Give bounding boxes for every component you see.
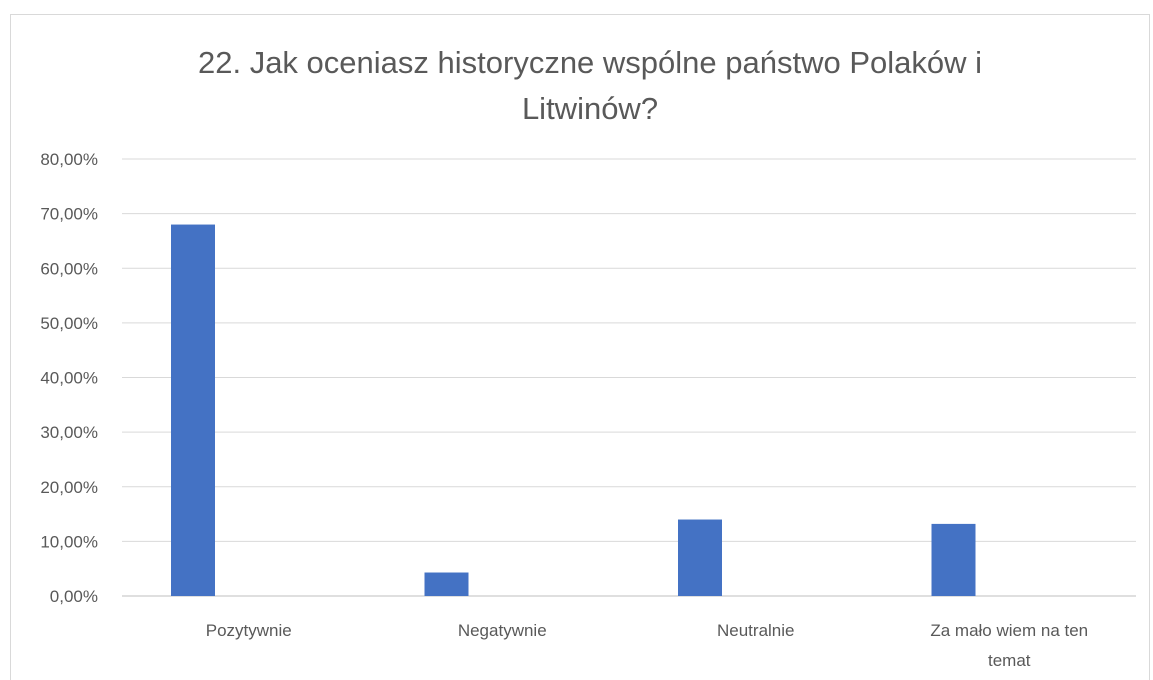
chart-title: 22. Jak oceniasz historyczne wspólne pań… (197, 45, 983, 126)
x-category-label-line: Neutralnie (717, 621, 795, 640)
y-tick-label: 10,00% (40, 532, 98, 551)
bar-3 (678, 519, 722, 596)
y-tick-label: 70,00% (40, 205, 98, 224)
x-category-label: Negatywnie (458, 621, 547, 640)
y-tick-label: 0,00% (50, 587, 98, 606)
gridlines (122, 158, 1136, 597)
x-category-label-line: Pozytywnie (206, 621, 292, 640)
y-tick-label: 50,00% (40, 314, 98, 333)
bar-2 (424, 572, 469, 596)
x-category-label: Pozytywnie (206, 621, 292, 640)
y-tick-label: 80,00% (40, 150, 98, 169)
y-axis-ticks: 0,00% 10,00% 20,00% 30,00% 40,00% 50,00% 60,00… (40, 150, 98, 606)
y-tick-label: 60,00% (40, 259, 98, 278)
chart-frame (10, 14, 1150, 680)
y-tick-label: 40,00% (40, 369, 98, 388)
y-tick-label: 30,00% (40, 423, 98, 442)
x-category-label-line: Za mało wiem na ten (930, 621, 1088, 640)
bar-1 (171, 224, 215, 597)
bars (171, 224, 976, 597)
x-category-label-line: Negatywnie (458, 621, 547, 640)
x-category-label-line: temat (988, 651, 1031, 670)
y-tick-label: 20,00% (40, 478, 98, 497)
x-axis-categories: Pozytywnie Negatywnie Neutralnie Za mało wi… (206, 621, 1088, 670)
x-category-label: Neutralnie (717, 621, 795, 640)
x-category-label: Za mało wiem na ten temat (930, 621, 1088, 670)
bar-4 (931, 523, 976, 596)
